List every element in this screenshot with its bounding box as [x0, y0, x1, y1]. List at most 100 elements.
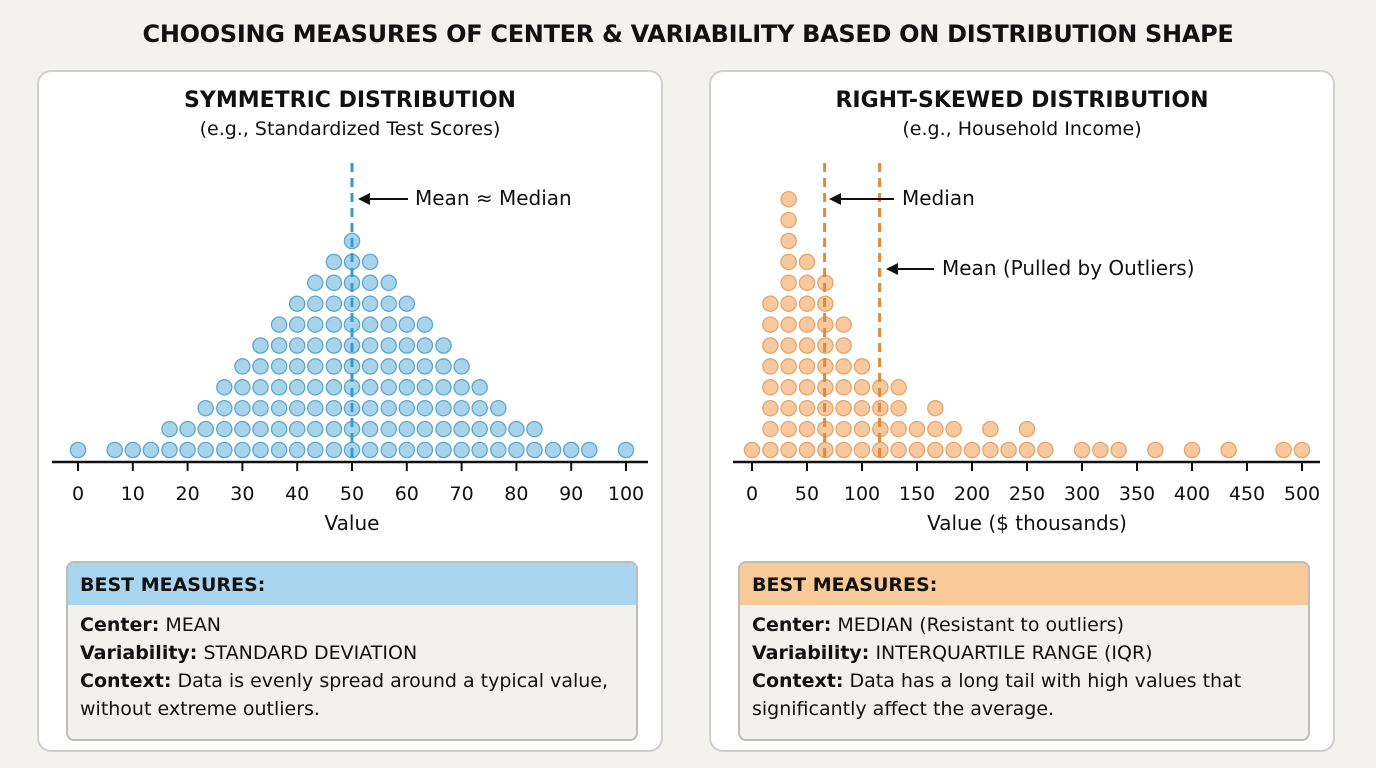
skewed-x-tick-label: 350 — [1119, 483, 1155, 505]
symmetric-dot — [216, 420, 233, 438]
skewed-dot — [835, 316, 852, 333]
skewed-dot — [1183, 441, 1201, 459]
symmetric-dot — [307, 379, 324, 396]
skewed-dot — [798, 358, 816, 375]
page-title: CHOOSING MEASURES OF CENTER & VARIABILIT… — [142, 20, 1234, 48]
skewed-dot — [1293, 441, 1311, 459]
symmetric-x-tick-label: 0 — [72, 483, 84, 505]
mean-arrow-head — [886, 263, 898, 275]
skewed-dot — [798, 274, 816, 292]
symmetric-dot — [252, 358, 269, 375]
skewed-x-tick-label: 100 — [844, 483, 880, 505]
skewed-dot — [890, 399, 907, 417]
symmetric-x-tick-label: 30 — [230, 483, 254, 505]
symmetric-dot — [252, 420, 269, 438]
skewed-dot — [798, 420, 816, 438]
median-annotation: Median — [902, 186, 975, 210]
symmetric-dot — [380, 295, 397, 312]
skewed-dot — [945, 441, 962, 459]
symmetric-title: SYMMETRIC DISTRIBUTION — [184, 88, 516, 113]
skewed-dot — [835, 358, 852, 375]
symmetric-dot — [380, 358, 397, 375]
symmetric-dot — [435, 358, 452, 375]
skewed-dot — [908, 420, 926, 438]
symmetric-dot — [325, 337, 343, 354]
symmetric-dot — [380, 337, 397, 354]
skewed-dot — [762, 358, 779, 375]
skewed-dot — [1275, 441, 1292, 459]
symmetric-dot — [288, 316, 306, 333]
context-label: Context: — [80, 670, 172, 692]
skewed-dot — [890, 441, 907, 459]
variability-value: STANDARD DEVIATION — [203, 642, 418, 664]
skewed-dot — [780, 190, 797, 208]
symmetric-dot — [270, 399, 288, 417]
median-arrow-head — [829, 193, 841, 205]
symmetric-dot — [270, 316, 288, 333]
symmetric-dot — [617, 441, 635, 459]
skewed-dot — [927, 420, 944, 438]
center-value: MEAN — [165, 614, 221, 636]
symmetric-dot — [398, 399, 416, 417]
symmetric-dot — [325, 420, 343, 438]
skewed-dot — [798, 295, 816, 312]
symmetric-dot — [325, 441, 343, 459]
symmetric-dot — [471, 420, 488, 438]
skewed-dot — [1220, 441, 1237, 459]
symmetric-dot — [106, 441, 123, 459]
symmetric-dot — [471, 441, 488, 459]
symmetric-dot — [490, 441, 507, 459]
skewed-dot — [780, 358, 797, 375]
skewed-x-tick-label: 150 — [899, 483, 935, 505]
symmetric-dot — [307, 295, 324, 312]
symmetric-dot — [416, 420, 434, 438]
skewed-dot — [1018, 441, 1036, 459]
context-value: Data has a long tail with high values th… — [752, 670, 1242, 720]
skewed-dot — [780, 441, 797, 459]
skewed-dot — [853, 399, 871, 417]
mean-median-annotation: Mean ≈ Median — [415, 186, 572, 210]
skewed-dot — [1092, 441, 1109, 459]
skewed-dot — [853, 358, 871, 375]
symmetric-dot — [471, 379, 488, 396]
skewed-dot — [982, 420, 999, 438]
skewed-x-tick-label: 0 — [746, 483, 758, 505]
symmetric-dot — [252, 337, 269, 354]
symmetric-dot — [197, 420, 214, 438]
skewed-dot — [890, 379, 907, 396]
skewed-dot — [798, 379, 816, 396]
context-label: Context: — [752, 670, 844, 692]
symmetric-dot — [435, 399, 452, 417]
symmetric-dot — [234, 399, 251, 417]
symmetric-dot — [398, 358, 416, 375]
symmetric-dot — [142, 441, 160, 459]
skewed-dot — [853, 420, 871, 438]
symmetric-dot — [325, 253, 343, 271]
skewed-dot — [1110, 441, 1127, 459]
skewed-dot — [835, 441, 852, 459]
symmetric-subtitle: (e.g., Standardized Test Scores) — [199, 118, 501, 140]
skewed-dot — [762, 441, 779, 459]
skewed-dot — [762, 420, 779, 438]
symmetric-x-tick-label: 10 — [121, 483, 145, 505]
symmetric-dot — [179, 441, 196, 459]
symmetric-dot — [380, 316, 397, 333]
skewed-x-tick-label: 400 — [1174, 483, 1210, 505]
symmetric-dot — [234, 379, 251, 396]
skewed-dot — [798, 253, 816, 271]
symmetric-dot — [307, 316, 324, 333]
symmetric-dot — [581, 441, 598, 459]
symmetric-dot — [270, 420, 288, 438]
symmetric-dot — [398, 441, 416, 459]
skewed-x-tick-label: 50 — [795, 483, 819, 505]
skewed-dot — [780, 337, 797, 354]
skewed-dot — [963, 441, 981, 459]
symmetric-dot — [490, 420, 507, 438]
symmetric-dot — [435, 420, 452, 438]
symmetric-dot — [234, 358, 251, 375]
skewed-dot — [780, 211, 797, 229]
symmetric-dot — [398, 316, 416, 333]
skewed-dot — [927, 441, 944, 459]
symmetric-x-tick-label: 80 — [504, 483, 528, 505]
